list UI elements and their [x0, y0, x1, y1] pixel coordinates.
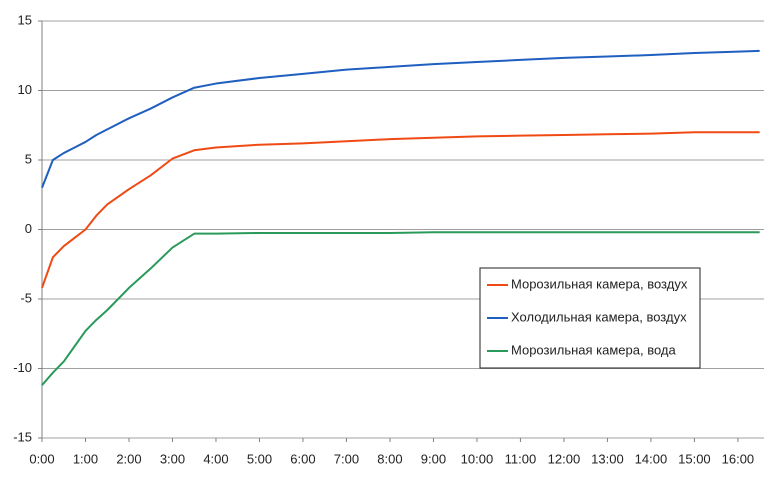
- legend-label: Холодильная камера, воздух: [511, 309, 687, 324]
- x-tick-label: 4:00: [203, 451, 228, 466]
- line-series: [41, 49, 760, 189]
- x-tick-label: 3:00: [160, 451, 185, 466]
- y-tick-label: -5: [20, 290, 32, 305]
- x-tick-label: 14:00: [635, 451, 668, 466]
- y-tick-label: -15: [13, 429, 32, 444]
- x-tick-label: 7:00: [334, 451, 359, 466]
- x-tick-label: 16:00: [722, 451, 755, 466]
- y-tick-label: -10: [13, 360, 32, 375]
- x-tick-label: 15:00: [678, 451, 711, 466]
- legend-label: Морозильная камера, воздух: [511, 276, 688, 291]
- x-tick-label: 1:00: [73, 451, 98, 466]
- line-series: [41, 131, 760, 289]
- x-tick-label: 12:00: [548, 451, 581, 466]
- x-tick-label: 9:00: [421, 451, 446, 466]
- y-tick-label: 10: [18, 82, 32, 97]
- x-tick-label: 10:00: [461, 451, 494, 466]
- y-tick-label: 0: [25, 221, 32, 236]
- x-tick-label: 8:00: [377, 451, 402, 466]
- line-series: [41, 231, 760, 386]
- legend-box: [479, 267, 701, 369]
- x-tick-label: 11:00: [505, 451, 537, 466]
- legend-label: Морозильная камера, вода: [511, 342, 677, 357]
- x-tick-label: 2:00: [116, 451, 141, 466]
- x-tick-label: 13:00: [591, 451, 624, 466]
- x-tick-label: 0:00: [29, 451, 54, 466]
- x-tick-label: 5:00: [247, 451, 272, 466]
- x-tick-label: 6:00: [290, 451, 315, 466]
- y-tick-label: 5: [25, 151, 32, 166]
- y-tick-label: 15: [18, 12, 32, 27]
